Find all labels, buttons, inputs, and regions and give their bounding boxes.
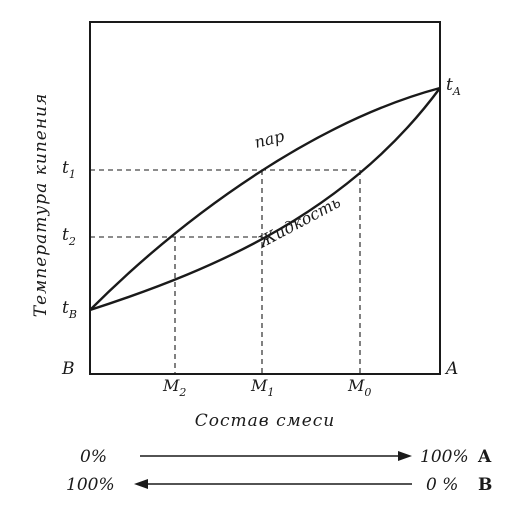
scale-row2-right-letter: B bbox=[478, 475, 492, 495]
x-axis-title: Состав смеси bbox=[195, 411, 335, 431]
liquid-curve bbox=[89, 87, 441, 312]
scale-row1-right-letter: A bbox=[477, 447, 492, 467]
m0-label: M0 bbox=[347, 376, 371, 399]
scale-row2-left: 100% bbox=[66, 475, 115, 495]
scale-row2-right-num: 0 % bbox=[426, 475, 458, 495]
vapor-curve-label: пар bbox=[252, 126, 286, 152]
ta-label: tA bbox=[446, 75, 461, 98]
scale-row1-right-num: 100% bbox=[420, 447, 469, 467]
scale-row1-left: 0% bbox=[80, 447, 107, 467]
right-arrowhead bbox=[398, 451, 412, 461]
m2-label: M2 bbox=[162, 376, 186, 399]
corner-a-label: A bbox=[444, 359, 458, 379]
plot-frame bbox=[89, 21, 441, 375]
m1-label: M1 bbox=[250, 376, 274, 399]
vapor-curve bbox=[89, 86, 441, 311]
y-axis-title: Температура кипения bbox=[31, 93, 51, 317]
t1-label: t1 bbox=[62, 158, 76, 181]
corner-b-label: B bbox=[61, 359, 75, 379]
liquid-curve-label: Жидкость bbox=[254, 192, 344, 252]
t2-label: t2 bbox=[62, 225, 76, 248]
left-arrowhead bbox=[134, 479, 148, 489]
tb-label: tB bbox=[62, 298, 77, 321]
